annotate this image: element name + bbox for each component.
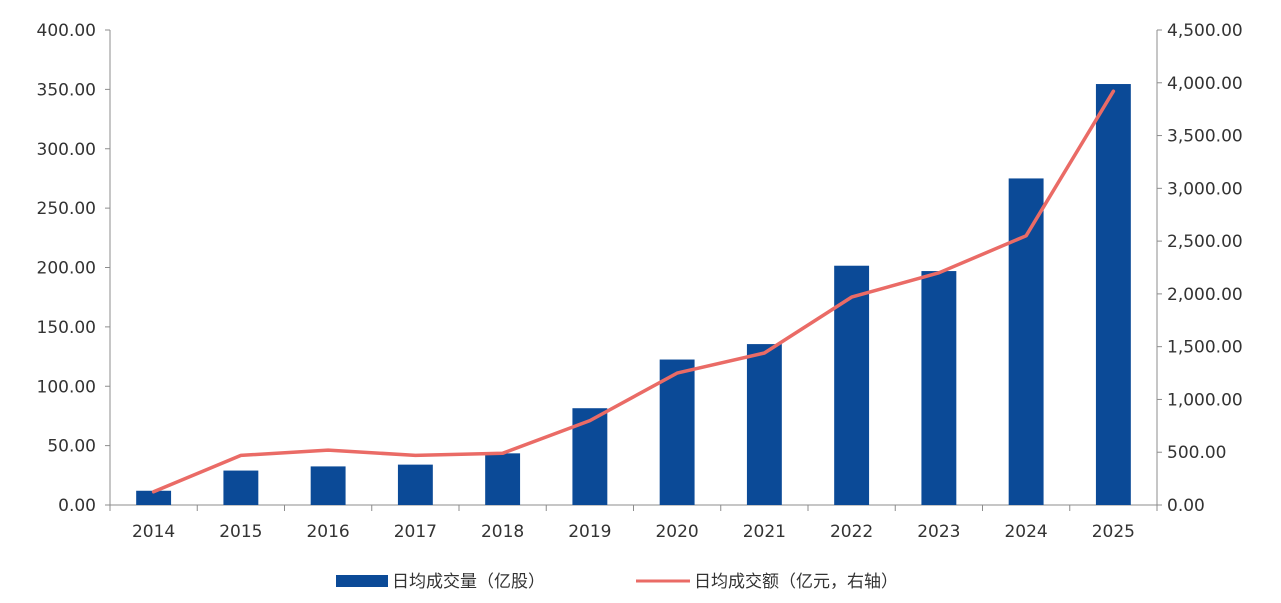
x-tick-label: 2024 (1004, 522, 1047, 542)
bar-series (136, 84, 1131, 505)
right-tick-label: 2,000.00 (1167, 285, 1243, 305)
right-tick-label: 3,000.00 (1167, 179, 1243, 199)
right-tick-label: 3,500.00 (1167, 127, 1243, 147)
x-tick-label: 2021 (743, 522, 786, 542)
left-tick-label: 200.00 (37, 259, 96, 279)
left-tick-label: 400.00 (37, 21, 96, 41)
left-tick-label: 0.00 (58, 496, 96, 516)
x-tick-label: 2023 (917, 522, 960, 542)
x-tick-label: 2015 (219, 522, 262, 542)
right-tick-label: 0.00 (1167, 496, 1205, 516)
x-tick-label: 2020 (655, 522, 698, 542)
x-tick-label: 2019 (568, 522, 611, 542)
right-tick-label: 4,000.00 (1167, 74, 1243, 94)
legend: 日均成交量（亿股） 日均成交额（亿元，右轴） (336, 572, 898, 592)
bar (1095, 84, 1131, 505)
x-tick-label: 2018 (481, 522, 524, 542)
x-tick-label: 2022 (830, 522, 873, 542)
x-tick-label: 2017 (394, 522, 437, 542)
legend-line-label: 日均成交额（亿元，右轴） (694, 572, 898, 592)
bar (572, 408, 608, 505)
bar (1008, 178, 1044, 505)
bar (921, 271, 957, 505)
x-tick-label: 2016 (306, 522, 349, 542)
left-tick-label: 300.00 (37, 140, 96, 160)
line-series (151, 89, 1116, 494)
bar (397, 464, 433, 505)
legend-bar-swatch (336, 575, 388, 587)
legend-bar-label: 日均成交量（亿股） (392, 572, 545, 592)
x-tick-label: 2014 (132, 522, 175, 542)
bar (223, 470, 259, 505)
left-tick-label: 250.00 (37, 199, 96, 219)
right-tick-label: 1,000.00 (1167, 390, 1243, 410)
bar (485, 453, 521, 505)
bar (834, 265, 870, 505)
left-tick-label: 100.00 (37, 377, 96, 397)
left-tick-label: 50.00 (47, 437, 96, 457)
bar (136, 490, 172, 505)
right-tick-label: 1,500.00 (1167, 338, 1243, 358)
left-tick-label: 150.00 (37, 318, 96, 338)
left-tick-label: 350.00 (37, 80, 96, 100)
right-tick-label: 4,500.00 (1167, 21, 1243, 41)
right-tick-label: 2,500.00 (1167, 232, 1243, 252)
x-tick-label: 2025 (1092, 522, 1135, 542)
line-path (151, 89, 1116, 494)
right-y-axis: 0.00 500.00 1,000.00 1,500.00 2,000.00 2,500.… (1156, 21, 1243, 516)
bar (746, 344, 782, 505)
bar (659, 359, 695, 505)
right-tick-label: 500.00 (1167, 443, 1226, 463)
left-y-axis: 0.00 50.00 100.00 150.00 200.00 250.00 300.00 3… (37, 21, 111, 516)
x-axis: 2014 2015 2016 2017 2018 2019 2020 2021 2022 2023… (109, 504, 1158, 542)
bar (310, 466, 346, 505)
